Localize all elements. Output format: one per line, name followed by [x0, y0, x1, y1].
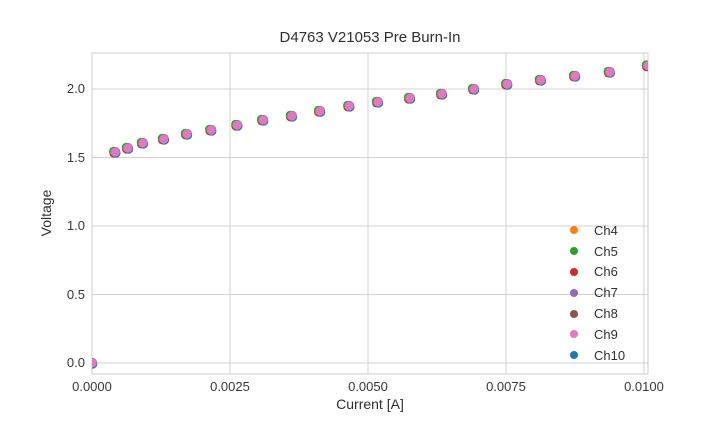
- x-tick-label: 0.0025: [210, 379, 250, 394]
- data-point: [344, 101, 354, 111]
- legend-label: Ch10: [594, 347, 626, 363]
- legend-marker-icon: [570, 267, 578, 276]
- legend-item-ch10: Ch10: [560, 345, 625, 366]
- legend-item-ch6: Ch6: [560, 262, 625, 283]
- legend-item-ch8: Ch8: [560, 303, 625, 324]
- legend-label: Ch9: [594, 326, 618, 342]
- legend-marker-icon: [570, 309, 578, 318]
- series-Ch9: [92, 61, 648, 368]
- legend-marker-icon: [570, 247, 578, 256]
- data-point: [469, 84, 479, 94]
- data-points: [92, 60, 648, 369]
- y-tick-label: 1.5: [66, 149, 85, 165]
- legend-marker-icon: [570, 351, 578, 360]
- x-tick-label: 0.0100: [624, 379, 664, 394]
- data-point: [92, 358, 97, 368]
- legend-item-ch5: Ch5: [560, 241, 625, 262]
- y-tick-label: 1.0: [66, 218, 85, 234]
- data-point: [123, 143, 133, 153]
- legend-label: Ch7: [594, 285, 618, 301]
- data-point: [258, 115, 268, 125]
- legend-item-ch9: Ch9: [560, 324, 625, 345]
- data-point: [206, 125, 216, 135]
- data-point: [182, 129, 192, 139]
- data-point: [643, 61, 648, 71]
- data-point: [138, 138, 148, 148]
- legend-label: Ch5: [594, 243, 618, 259]
- y-tick-label: 2.0: [66, 81, 85, 97]
- data-point: [502, 79, 512, 89]
- data-point: [437, 89, 447, 99]
- legend-marker-icon: [570, 330, 578, 339]
- data-point: [287, 111, 297, 121]
- legend-item-ch4: Ch4: [560, 220, 625, 241]
- data-point: [110, 147, 120, 157]
- y-tick-label: 0.0: [66, 355, 85, 371]
- legend-label: Ch8: [594, 306, 618, 322]
- x-axis-label: Current [A]: [336, 396, 404, 412]
- legend-label: Ch6: [594, 264, 618, 280]
- x-tick-label: 0.0000: [72, 379, 112, 394]
- data-point: [159, 134, 169, 144]
- chart-title: D4763 V21053 Pre Burn-In: [279, 29, 461, 46]
- data-point: [315, 106, 325, 116]
- x-tick-label: 0.0050: [348, 379, 388, 394]
- data-point: [536, 75, 546, 85]
- gridlines: [91, 53, 648, 374]
- x-tick-label: 0.0075: [486, 379, 526, 394]
- data-point: [570, 71, 580, 81]
- legend-label: Ch4: [594, 222, 618, 238]
- legend-marker-icon: [570, 226, 578, 235]
- plot-border: [91, 52, 649, 375]
- legend-marker-icon: [570, 288, 578, 297]
- data-point: [232, 120, 242, 130]
- y-axis-label: Voltage: [38, 189, 54, 237]
- data-point: [373, 97, 383, 107]
- data-point: [605, 67, 615, 77]
- legend-item-ch7: Ch7: [560, 282, 625, 303]
- data-point: [405, 93, 415, 103]
- y-tick-label: 0.5: [66, 286, 85, 302]
- legend: Ch4 Ch5 Ch6 Ch7 Ch8 Ch9 Ch10: [560, 220, 625, 366]
